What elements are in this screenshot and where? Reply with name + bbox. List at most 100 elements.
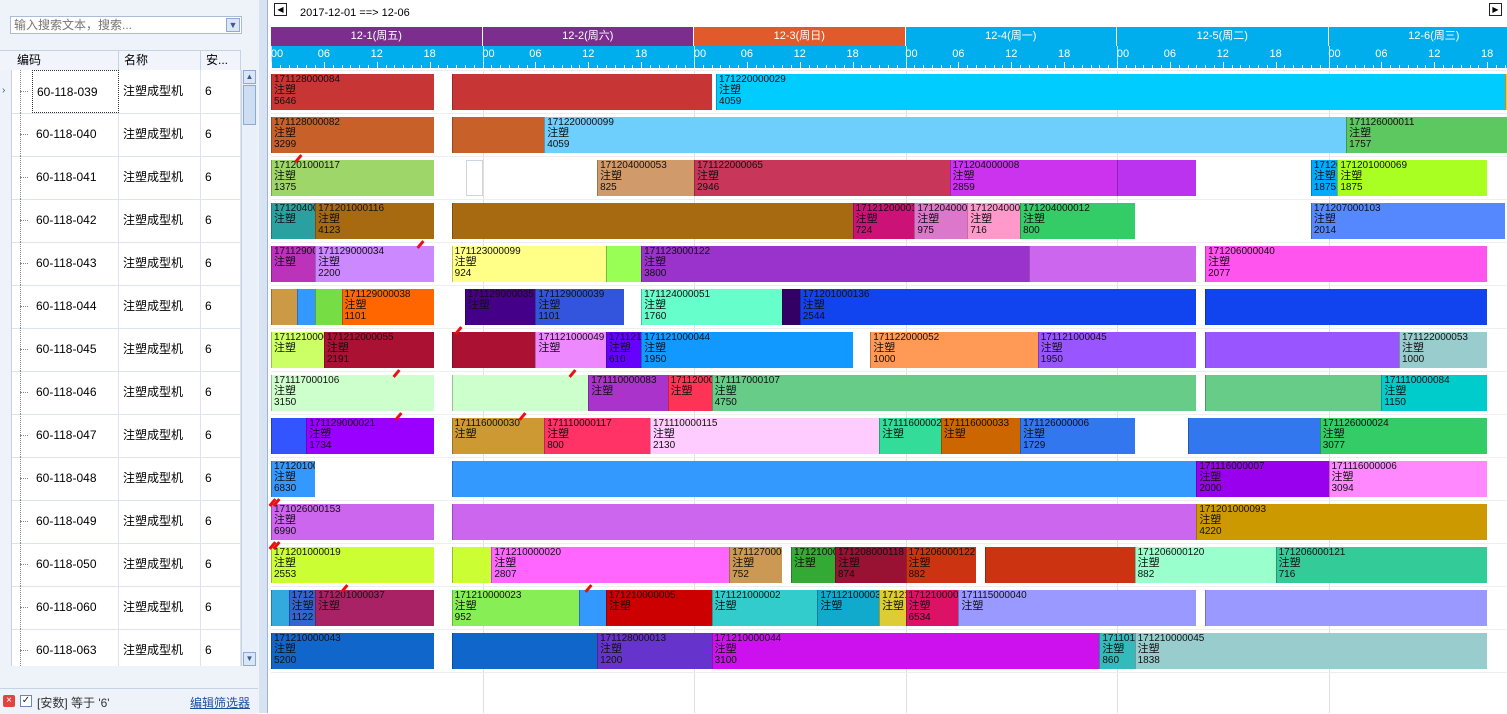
row-indicator[interactable] (0, 242, 12, 285)
row-indicator[interactable] (0, 457, 12, 500)
gantt-task-bar[interactable] (452, 547, 492, 583)
cell-count[interactable]: 6 (201, 328, 241, 371)
gantt-task-bar[interactable] (452, 332, 536, 368)
gantt-task-bar[interactable]: 171210000027注塑 (879, 590, 905, 626)
gantt-task-bar[interactable]: 171210000036注塑6534 (906, 590, 959, 626)
previous-range-button[interactable]: ◀ (274, 3, 287, 16)
column-header-count[interactable]: 安... (201, 51, 241, 70)
cell-name[interactable]: 注塑成型机 (119, 414, 201, 457)
gantt-task-bar[interactable] (452, 117, 545, 153)
cell-name[interactable]: 注塑成型机 (119, 328, 201, 371)
row-indicator[interactable] (0, 414, 12, 457)
cell-code[interactable]: 60-118-039 (32, 70, 119, 113)
column-header-code[interactable]: 编码 (12, 51, 119, 70)
cell-code[interactable]: 60-118-048 (32, 457, 119, 500)
gantt-task-bar[interactable] (1029, 246, 1196, 282)
row-indicator[interactable] (0, 371, 12, 414)
gantt-task-bar[interactable]: 171204000038注塑 (271, 203, 315, 239)
cell-count[interactable]: 6 (201, 156, 241, 199)
column-header-name[interactable]: 名称 (119, 51, 201, 70)
scroll-up-icon[interactable]: ▲ (243, 70, 256, 84)
gantt-task-bar[interactable] (452, 203, 853, 239)
clear-filter-icon[interactable]: × (3, 695, 15, 707)
grid-scrollbar[interactable]: ▲ ▼ (241, 70, 257, 666)
cell-count[interactable]: 6 (201, 242, 241, 285)
gantt-task-bar[interactable]: 171210000048注塑1122 (289, 590, 315, 626)
panel-splitter[interactable] (259, 0, 268, 713)
cell-name[interactable]: 注塑成型机 (119, 457, 201, 500)
row-indicator[interactable] (0, 586, 12, 629)
row-indicator[interactable] (0, 285, 12, 328)
gantt-task-bar[interactable]: 171127000065注塑752 (729, 547, 782, 583)
cell-count[interactable]: 6 (201, 543, 241, 586)
search-box[interactable]: ▼ (10, 16, 242, 34)
gantt-task-bar[interactable]: 171121000047注塑610 (606, 332, 641, 368)
gantt-task-bar[interactable] (1117, 160, 1196, 196)
row-indicator[interactable] (0, 199, 12, 242)
gantt-task-bar[interactable]: 171212000013注塑724 (853, 203, 915, 239)
cell-code[interactable]: 60-118-050 (32, 543, 119, 586)
cell-count[interactable]: 6 (201, 70, 241, 113)
cell-code[interactable]: 60-118-047 (32, 414, 119, 457)
cell-count[interactable]: 6 (201, 113, 241, 156)
gantt-task-bar[interactable] (579, 590, 605, 626)
cell-code[interactable]: 60-118-045 (32, 328, 119, 371)
gantt-task-bar[interactable] (1188, 418, 1320, 454)
gantt-task-bar[interactable] (1205, 590, 1487, 626)
scroll-down-icon[interactable]: ▼ (243, 652, 256, 666)
row-indicator[interactable] (0, 543, 12, 586)
gantt-task-bar[interactable] (271, 418, 306, 454)
gantt-task-bar[interactable]: 171204000014注塑716 (967, 203, 1020, 239)
gantt-task-bar[interactable]: 171207000125注塑1875 (1311, 160, 1337, 196)
cell-name[interactable]: 注塑成型机 (119, 199, 201, 242)
cell-count[interactable]: 6 (201, 457, 241, 500)
cell-name[interactable]: 注塑成型机 (119, 113, 201, 156)
gantt-task-bar[interactable] (1205, 375, 1381, 411)
gantt-task-bar[interactable] (606, 246, 641, 282)
gantt-task-bar[interactable]: 171204000013注塑975 (914, 203, 967, 239)
cell-code[interactable]: 60-118-063 (32, 629, 119, 666)
cell-code[interactable]: 60-118-040 (32, 113, 119, 156)
cell-count[interactable]: 6 (201, 629, 241, 666)
